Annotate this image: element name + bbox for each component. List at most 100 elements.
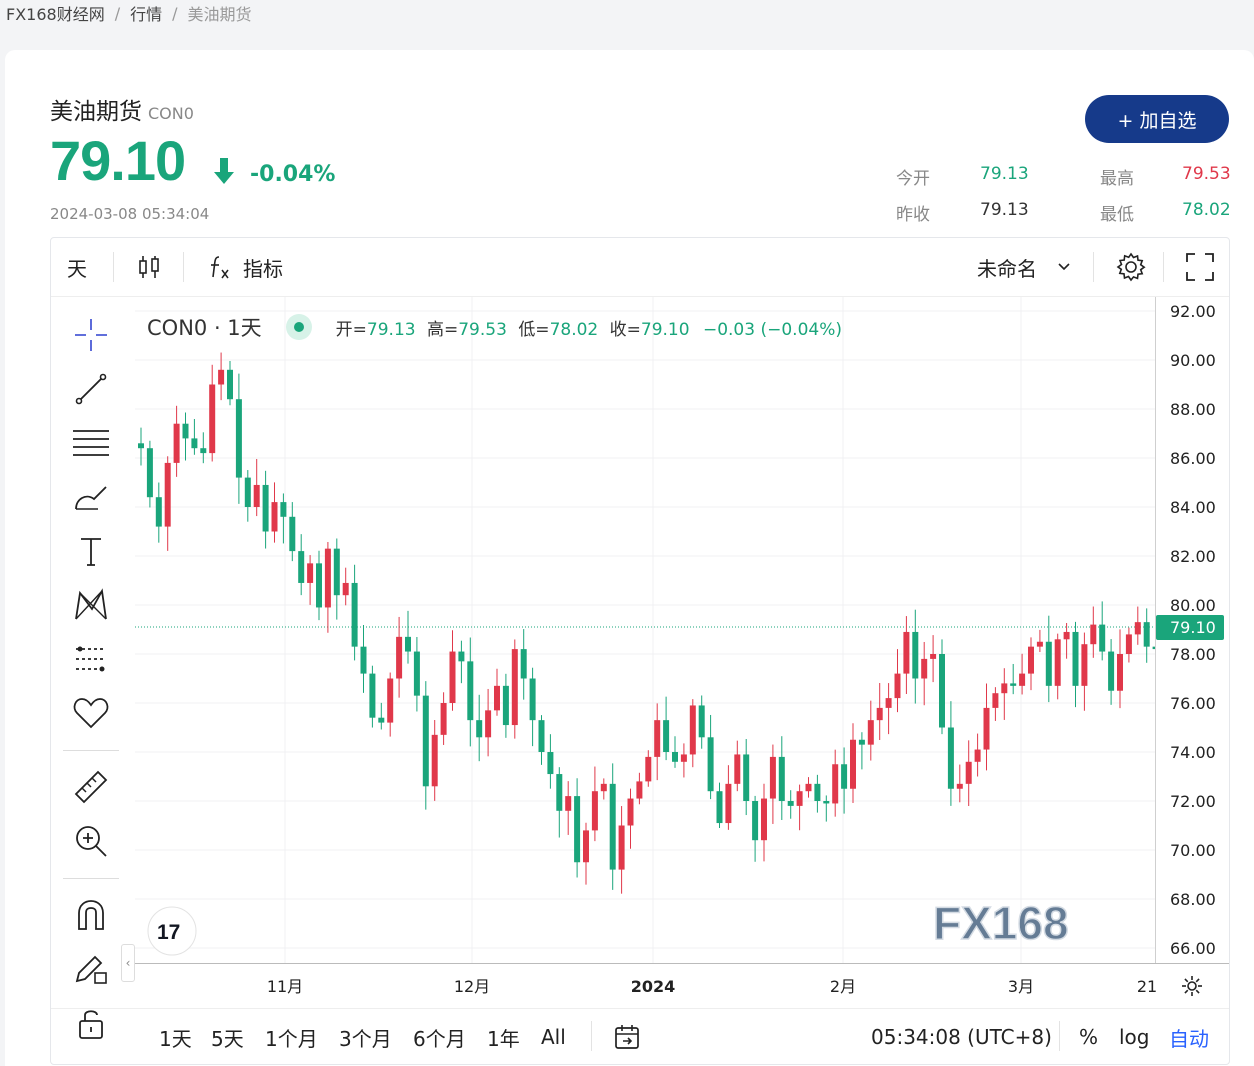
tradingview-logo[interactable]: 17: [147, 906, 197, 956]
indicators-label: 指标: [243, 256, 283, 281]
brush-icon: [75, 486, 107, 510]
ruler-icon: [74, 770, 108, 804]
candle: [698, 695, 705, 749]
favorites-tool[interactable]: [71, 693, 111, 733]
candle: [1001, 668, 1008, 720]
add-watchlist-button[interactable]: + 加自选: [1085, 95, 1229, 143]
candle: [1063, 622, 1070, 659]
horizontal-lines-icon: [73, 430, 109, 456]
instrument-name: 美油期货: [50, 99, 142, 125]
range-6m-button[interactable]: 6个月: [413, 1026, 466, 1051]
candle: [253, 458, 260, 517]
magnet-tool[interactable]: [71, 895, 111, 935]
interval-button[interactable]: 天: [67, 256, 87, 281]
candle: [324, 541, 331, 633]
candle: [876, 683, 883, 740]
price-tick-label: 82.00: [1170, 547, 1216, 566]
crosshair-tool[interactable]: [71, 315, 111, 355]
log-toggle[interactable]: log: [1119, 1025, 1150, 1049]
crosshair-icon: [75, 319, 107, 351]
settings-button[interactable]: [1115, 238, 1147, 296]
collapse-toolbar-handle[interactable]: ‹: [121, 944, 135, 982]
unlock-tool[interactable]: [71, 1003, 111, 1043]
candle: [191, 419, 198, 455]
candle: [413, 636, 420, 712]
low-value: 78.02: [1182, 200, 1231, 220]
time-scale[interactable]: 11月 12月 2024 2月 3月 21: [135, 963, 1229, 1009]
candle: [182, 412, 189, 461]
candles-icon: [139, 256, 159, 278]
candle: [1081, 632, 1088, 711]
prev-close-label: 昨收: [896, 205, 930, 225]
candlestick-chart[interactable]: FX168 17: [135, 297, 1155, 963]
price-tick-label: 66.00: [1170, 939, 1216, 958]
brush-tool[interactable]: [71, 477, 111, 517]
svg-text:FX168: FX168: [933, 897, 1069, 949]
measure-tool[interactable]: [71, 767, 111, 807]
pattern-tool[interactable]: [71, 585, 111, 625]
candle: [155, 482, 162, 543]
candle: [369, 665, 376, 728]
range-1d-button[interactable]: 1天: [159, 1026, 192, 1051]
candle: [796, 784, 803, 831]
time-tick-label: 21: [1137, 977, 1157, 996]
candle: [689, 699, 696, 768]
layout-select[interactable]: 未命名: [977, 238, 1071, 296]
projection-icon: [76, 646, 106, 672]
price-tick-label: 68.00: [1170, 890, 1216, 909]
candle: [227, 361, 233, 406]
breadcrumb-current: 美油期货: [187, 5, 252, 24]
legend-close: 79.10: [640, 319, 690, 340]
prediction-tool[interactable]: [71, 639, 111, 679]
prev-close-value: 79.13: [980, 200, 1029, 220]
zoom-tool[interactable]: [71, 821, 111, 861]
market-status-icon[interactable]: [285, 314, 312, 340]
range-1m-button[interactable]: 1个月: [265, 1026, 318, 1051]
candle: [387, 672, 394, 737]
candle: [449, 630, 456, 711]
lock-drawings-tool[interactable]: [71, 949, 111, 989]
chart-type-button[interactable]: [137, 238, 161, 296]
candle: [894, 649, 901, 713]
candle: [307, 555, 314, 605]
candle: [930, 635, 937, 683]
indicators-button[interactable]: 指标: [205, 238, 283, 296]
candle: [405, 610, 411, 664]
range-3m-button[interactable]: 3个月: [339, 1026, 392, 1051]
fib-tool[interactable]: [71, 423, 111, 463]
breadcrumb-market[interactable]: 行情: [130, 5, 163, 24]
open-value: 79.13: [980, 164, 1029, 184]
range-1y-button[interactable]: 1年: [487, 1026, 520, 1051]
goto-date-button[interactable]: [613, 1009, 641, 1064]
candle: [983, 683, 990, 771]
candle: [939, 639, 945, 735]
candle: [1045, 615, 1052, 703]
candle: [1152, 646, 1155, 650]
range-all-button[interactable]: All: [541, 1025, 566, 1049]
percent-toggle[interactable]: %: [1079, 1025, 1099, 1049]
auto-scale-toggle[interactable]: 自动: [1169, 1026, 1209, 1051]
fullscreen-button[interactable]: [1185, 238, 1215, 296]
candle: [1090, 606, 1097, 658]
candle: [947, 701, 954, 806]
candle: [218, 352, 225, 401]
heart-icon: [73, 698, 109, 729]
candle: [903, 616, 910, 694]
candle: [565, 781, 572, 835]
fx168-watermark: FX168: [932, 896, 1069, 950]
price-scale[interactable]: 92.00 90.00 88.00 86.00 84.00 82.00 80.00 78.00…: [1155, 297, 1230, 963]
candle: [1125, 627, 1132, 663]
breadcrumb-home[interactable]: FX168财经网: [6, 5, 105, 24]
clock-time[interactable]: 05:34:08 (UTC+8): [871, 1025, 1052, 1049]
trendline-tool[interactable]: [71, 369, 111, 409]
zoom-in-icon: [76, 826, 107, 857]
timescale-settings-icon[interactable]: [1182, 976, 1202, 996]
candle: [965, 740, 972, 807]
candle: [333, 538, 340, 620]
layout-name: 未命名: [977, 256, 1037, 281]
range-5d-button[interactable]: 5天: [211, 1026, 244, 1051]
legend-symbol[interactable]: CON0 · 1天: [147, 316, 262, 340]
candle: [823, 795, 830, 822]
candle: [422, 681, 429, 810]
text-tool[interactable]: [71, 531, 111, 571]
